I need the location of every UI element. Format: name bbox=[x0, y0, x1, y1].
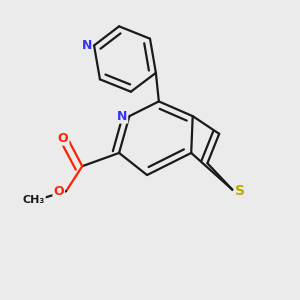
Text: N: N bbox=[117, 110, 127, 123]
Text: S: S bbox=[235, 184, 245, 198]
Text: N: N bbox=[82, 39, 92, 52]
Text: O: O bbox=[53, 185, 64, 198]
Text: O: O bbox=[58, 132, 68, 145]
Text: CH₃: CH₃ bbox=[22, 195, 45, 205]
